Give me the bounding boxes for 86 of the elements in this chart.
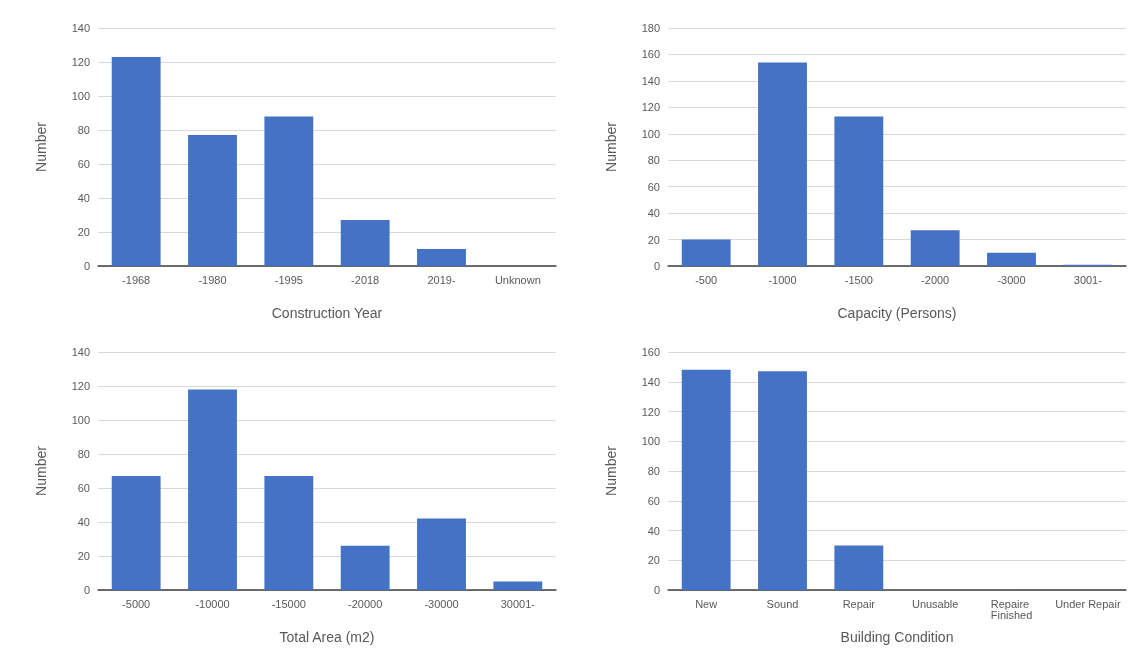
bar bbox=[493, 581, 543, 590]
bar bbox=[188, 135, 237, 266]
x-tick-label: Repair bbox=[842, 597, 876, 610]
y-tick-label: 140 bbox=[641, 74, 660, 87]
y-tick-label: 80 bbox=[77, 124, 90, 136]
bar bbox=[417, 249, 466, 266]
x-tick-label: -3000 bbox=[997, 273, 1026, 286]
y-tick-label: 20 bbox=[647, 554, 660, 567]
y-tick-label: 20 bbox=[77, 226, 90, 238]
bar bbox=[111, 56, 161, 266]
y-tick-label: 100 bbox=[71, 90, 90, 102]
x-tick-label: -1000 bbox=[768, 273, 797, 286]
x-tick-label: 30001- bbox=[500, 597, 536, 610]
x-tick-label: -500 bbox=[695, 273, 718, 286]
y-tick-label: 120 bbox=[71, 56, 90, 68]
x-tick-label: -1968 bbox=[122, 273, 151, 286]
x-axis-title: Total Area (m2) bbox=[279, 629, 375, 645]
bar bbox=[111, 476, 161, 590]
y-tick-label: 80 bbox=[647, 465, 660, 477]
bar bbox=[340, 220, 390, 266]
x-tick-label: -15000 bbox=[271, 597, 306, 610]
y-tick-label: 40 bbox=[77, 192, 90, 204]
y-tick-label: 80 bbox=[77, 448, 90, 460]
x-tick-label: -1500 bbox=[844, 273, 873, 286]
y-axis-title: Number bbox=[33, 121, 49, 172]
bar bbox=[910, 230, 960, 266]
y-tick-label: 0 bbox=[83, 584, 90, 596]
x-axis-title: Construction Year bbox=[271, 305, 383, 321]
y-tick-label: 120 bbox=[641, 405, 660, 418]
y-axis-title: Number bbox=[33, 445, 49, 496]
x-tick-label: 3001- bbox=[1073, 273, 1103, 286]
bar bbox=[264, 476, 314, 590]
y-tick-label: 0 bbox=[653, 584, 660, 596]
y-tick-label: 160 bbox=[641, 48, 660, 61]
bar bbox=[758, 62, 807, 266]
x-tick-label: -2000 bbox=[921, 273, 950, 286]
y-tick-label: 100 bbox=[641, 435, 660, 448]
y-tick-label: 100 bbox=[71, 414, 90, 426]
x-tick-label: -30000 bbox=[424, 597, 459, 610]
bar bbox=[417, 518, 466, 590]
y-tick-label: 140 bbox=[71, 346, 90, 358]
x-tick-label: -5000 bbox=[122, 597, 151, 610]
x-tick-label: -20000 bbox=[348, 597, 383, 610]
x-tick-label: Unknown bbox=[494, 273, 541, 286]
x-tick-label: -1995 bbox=[274, 273, 303, 286]
x-tick-label: Under Repair bbox=[1055, 597, 1121, 610]
y-tick-label: 20 bbox=[647, 233, 660, 246]
y-tick-label: 20 bbox=[77, 550, 90, 562]
x-tick-label: Sound bbox=[766, 597, 799, 610]
y-tick-label: 140 bbox=[641, 375, 660, 388]
x-tick-label: New bbox=[695, 597, 718, 610]
x-tick-label: 2019- bbox=[427, 273, 456, 286]
x-tick-label: Repaire Finished bbox=[990, 597, 1033, 621]
y-tick-label: 180 bbox=[641, 22, 660, 34]
bar bbox=[681, 369, 731, 590]
y-tick-label: 0 bbox=[653, 260, 660, 272]
bar bbox=[834, 545, 884, 590]
bar bbox=[758, 371, 807, 590]
x-tick-label: -1980 bbox=[198, 273, 227, 286]
y-axis-title: Number bbox=[603, 445, 619, 496]
y-tick-label: 60 bbox=[77, 482, 90, 494]
y-tick-label: 160 bbox=[641, 346, 660, 358]
x-tick-label: Unusable bbox=[911, 597, 959, 610]
bar bbox=[834, 116, 884, 266]
y-tick-label: 120 bbox=[71, 380, 90, 392]
x-tick-label: -2018 bbox=[351, 273, 380, 286]
y-tick-label: 120 bbox=[641, 101, 660, 114]
x-axis-title: Capacity (Persons) bbox=[837, 305, 957, 321]
bar bbox=[264, 116, 314, 266]
y-tick-label: 60 bbox=[77, 158, 90, 170]
bar bbox=[188, 389, 237, 590]
y-tick-label: 40 bbox=[647, 524, 660, 537]
y-tick-label: 100 bbox=[641, 127, 660, 140]
bar bbox=[681, 239, 731, 266]
y-axis-title: Number bbox=[603, 121, 619, 172]
y-tick-label: 80 bbox=[647, 154, 660, 167]
y-tick-label: 60 bbox=[647, 180, 660, 193]
y-tick-label: 140 bbox=[71, 22, 90, 34]
bar bbox=[340, 545, 390, 590]
x-axis-title: Building Condition bbox=[840, 629, 954, 645]
y-tick-label: 40 bbox=[647, 207, 660, 220]
y-tick-label: 0 bbox=[83, 260, 90, 272]
x-tick-label: -10000 bbox=[195, 597, 230, 610]
bar bbox=[987, 252, 1036, 266]
y-tick-label: 60 bbox=[647, 494, 660, 507]
y-tick-label: 40 bbox=[77, 516, 90, 528]
